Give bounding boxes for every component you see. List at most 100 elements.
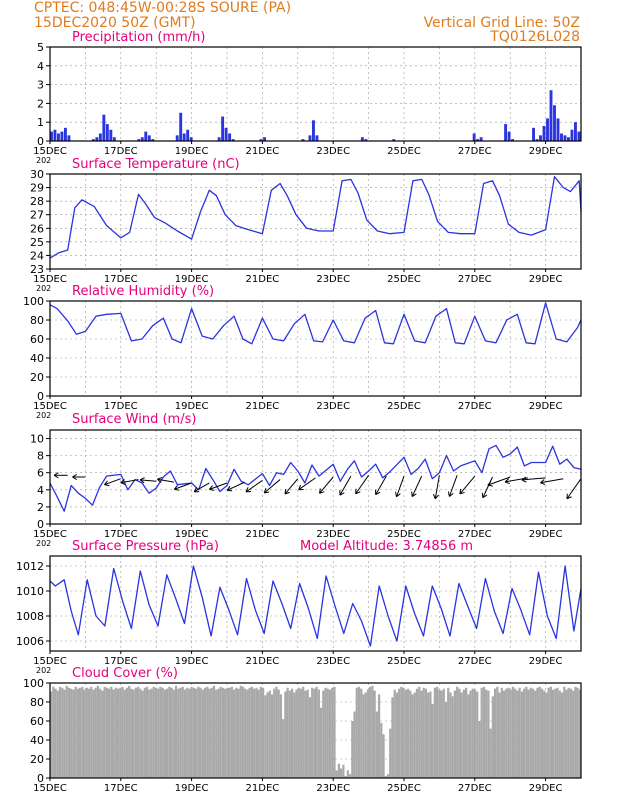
bar — [259, 139, 263, 141]
y-tick-label: 80 — [30, 696, 44, 709]
y-tick-label: 1 — [37, 116, 44, 129]
series-line — [49, 302, 582, 345]
bar — [50, 131, 53, 141]
bar — [219, 686, 222, 778]
bar — [67, 687, 71, 778]
bar — [159, 686, 162, 778]
bar — [235, 687, 238, 778]
panel-frame — [49, 173, 582, 270]
bar — [203, 687, 207, 778]
bar — [161, 687, 164, 778]
x-tick-label: 17DEC — [104, 146, 138, 157]
y-tick-label: 0 — [37, 772, 44, 785]
bar — [540, 688, 544, 778]
bar — [507, 687, 510, 778]
bar — [121, 686, 124, 778]
bar — [472, 133, 476, 141]
bar — [346, 770, 349, 778]
bar — [498, 692, 501, 778]
bar — [542, 125, 546, 141]
x-tick-label: 17DEC — [104, 656, 138, 667]
x-tick-label: 29DEC — [529, 274, 563, 285]
wind-arrow — [174, 482, 192, 490]
bar — [538, 686, 541, 778]
wind-arrow — [459, 475, 476, 495]
wind-arrow-head — [375, 489, 381, 496]
x-tick-label: 19DEC — [175, 401, 209, 412]
bar — [377, 694, 381, 778]
bar — [395, 692, 399, 778]
wind-arrow-head — [209, 485, 215, 491]
wind-arrow — [140, 479, 157, 482]
bar — [478, 721, 481, 778]
bar — [150, 688, 153, 778]
bar — [572, 690, 575, 778]
bar — [386, 774, 390, 778]
bar — [188, 688, 191, 778]
x-tick-label: 15DEC — [33, 401, 67, 412]
x-tick-label: 27DEC — [458, 656, 492, 667]
panel-3 — [46, 429, 582, 527]
bar — [487, 690, 490, 778]
bar — [239, 685, 242, 778]
bar — [576, 687, 579, 778]
bar — [140, 137, 144, 141]
bar — [95, 137, 99, 141]
x-tick-label: 27DEC — [458, 274, 492, 285]
bar — [151, 139, 155, 141]
x-tick-label: 25DEC — [387, 146, 421, 157]
bar — [326, 688, 329, 778]
wind-arrow-head — [411, 491, 417, 498]
bar — [282, 719, 285, 778]
bar — [415, 688, 419, 778]
bar — [261, 687, 265, 778]
bar — [393, 689, 396, 778]
bar — [174, 685, 178, 778]
bar — [364, 692, 367, 778]
wind-arrow — [487, 476, 511, 486]
x-tick-label: 15DEC — [33, 529, 67, 540]
wind-arrow-head — [319, 488, 325, 494]
y-tick-label: 20 — [30, 371, 44, 384]
x-tick-label: 21DEC — [246, 401, 280, 412]
bar — [306, 689, 309, 778]
wind-arrow — [521, 477, 546, 481]
bar — [312, 120, 315, 141]
wind-arrow — [375, 475, 387, 495]
bar — [392, 139, 396, 141]
bar — [183, 689, 187, 778]
bar — [563, 135, 567, 141]
x-tick-label: 17DEC — [104, 529, 138, 540]
bar — [489, 728, 492, 778]
bar — [199, 687, 202, 778]
bar — [208, 688, 211, 778]
bar — [195, 688, 198, 778]
bar — [335, 770, 338, 778]
bar — [61, 687, 64, 778]
wind-arrow — [120, 479, 139, 484]
bar — [286, 687, 289, 778]
bar — [119, 687, 122, 778]
wind-arrow-head — [481, 492, 488, 499]
bar — [567, 687, 570, 778]
y-tick-label: 25 — [30, 236, 44, 249]
bar — [447, 687, 450, 778]
year-label: 202 — [36, 666, 51, 675]
wind-arrow-head — [157, 476, 163, 483]
series-line — [49, 565, 582, 647]
y-tick-label: 100 — [23, 677, 44, 690]
year-label: 202 — [36, 411, 51, 420]
x-tick-label: 23DEC — [316, 401, 350, 412]
bar — [331, 687, 334, 778]
header-model-code: TQ0126L028 — [490, 29, 580, 45]
bar — [192, 687, 196, 778]
bar — [479, 137, 483, 141]
bar — [384, 776, 387, 778]
bar — [186, 687, 189, 778]
bar — [70, 688, 73, 778]
wind-arrow — [298, 477, 316, 491]
bar — [248, 687, 251, 778]
bar — [353, 711, 356, 778]
wind-arrow-head — [120, 479, 126, 485]
